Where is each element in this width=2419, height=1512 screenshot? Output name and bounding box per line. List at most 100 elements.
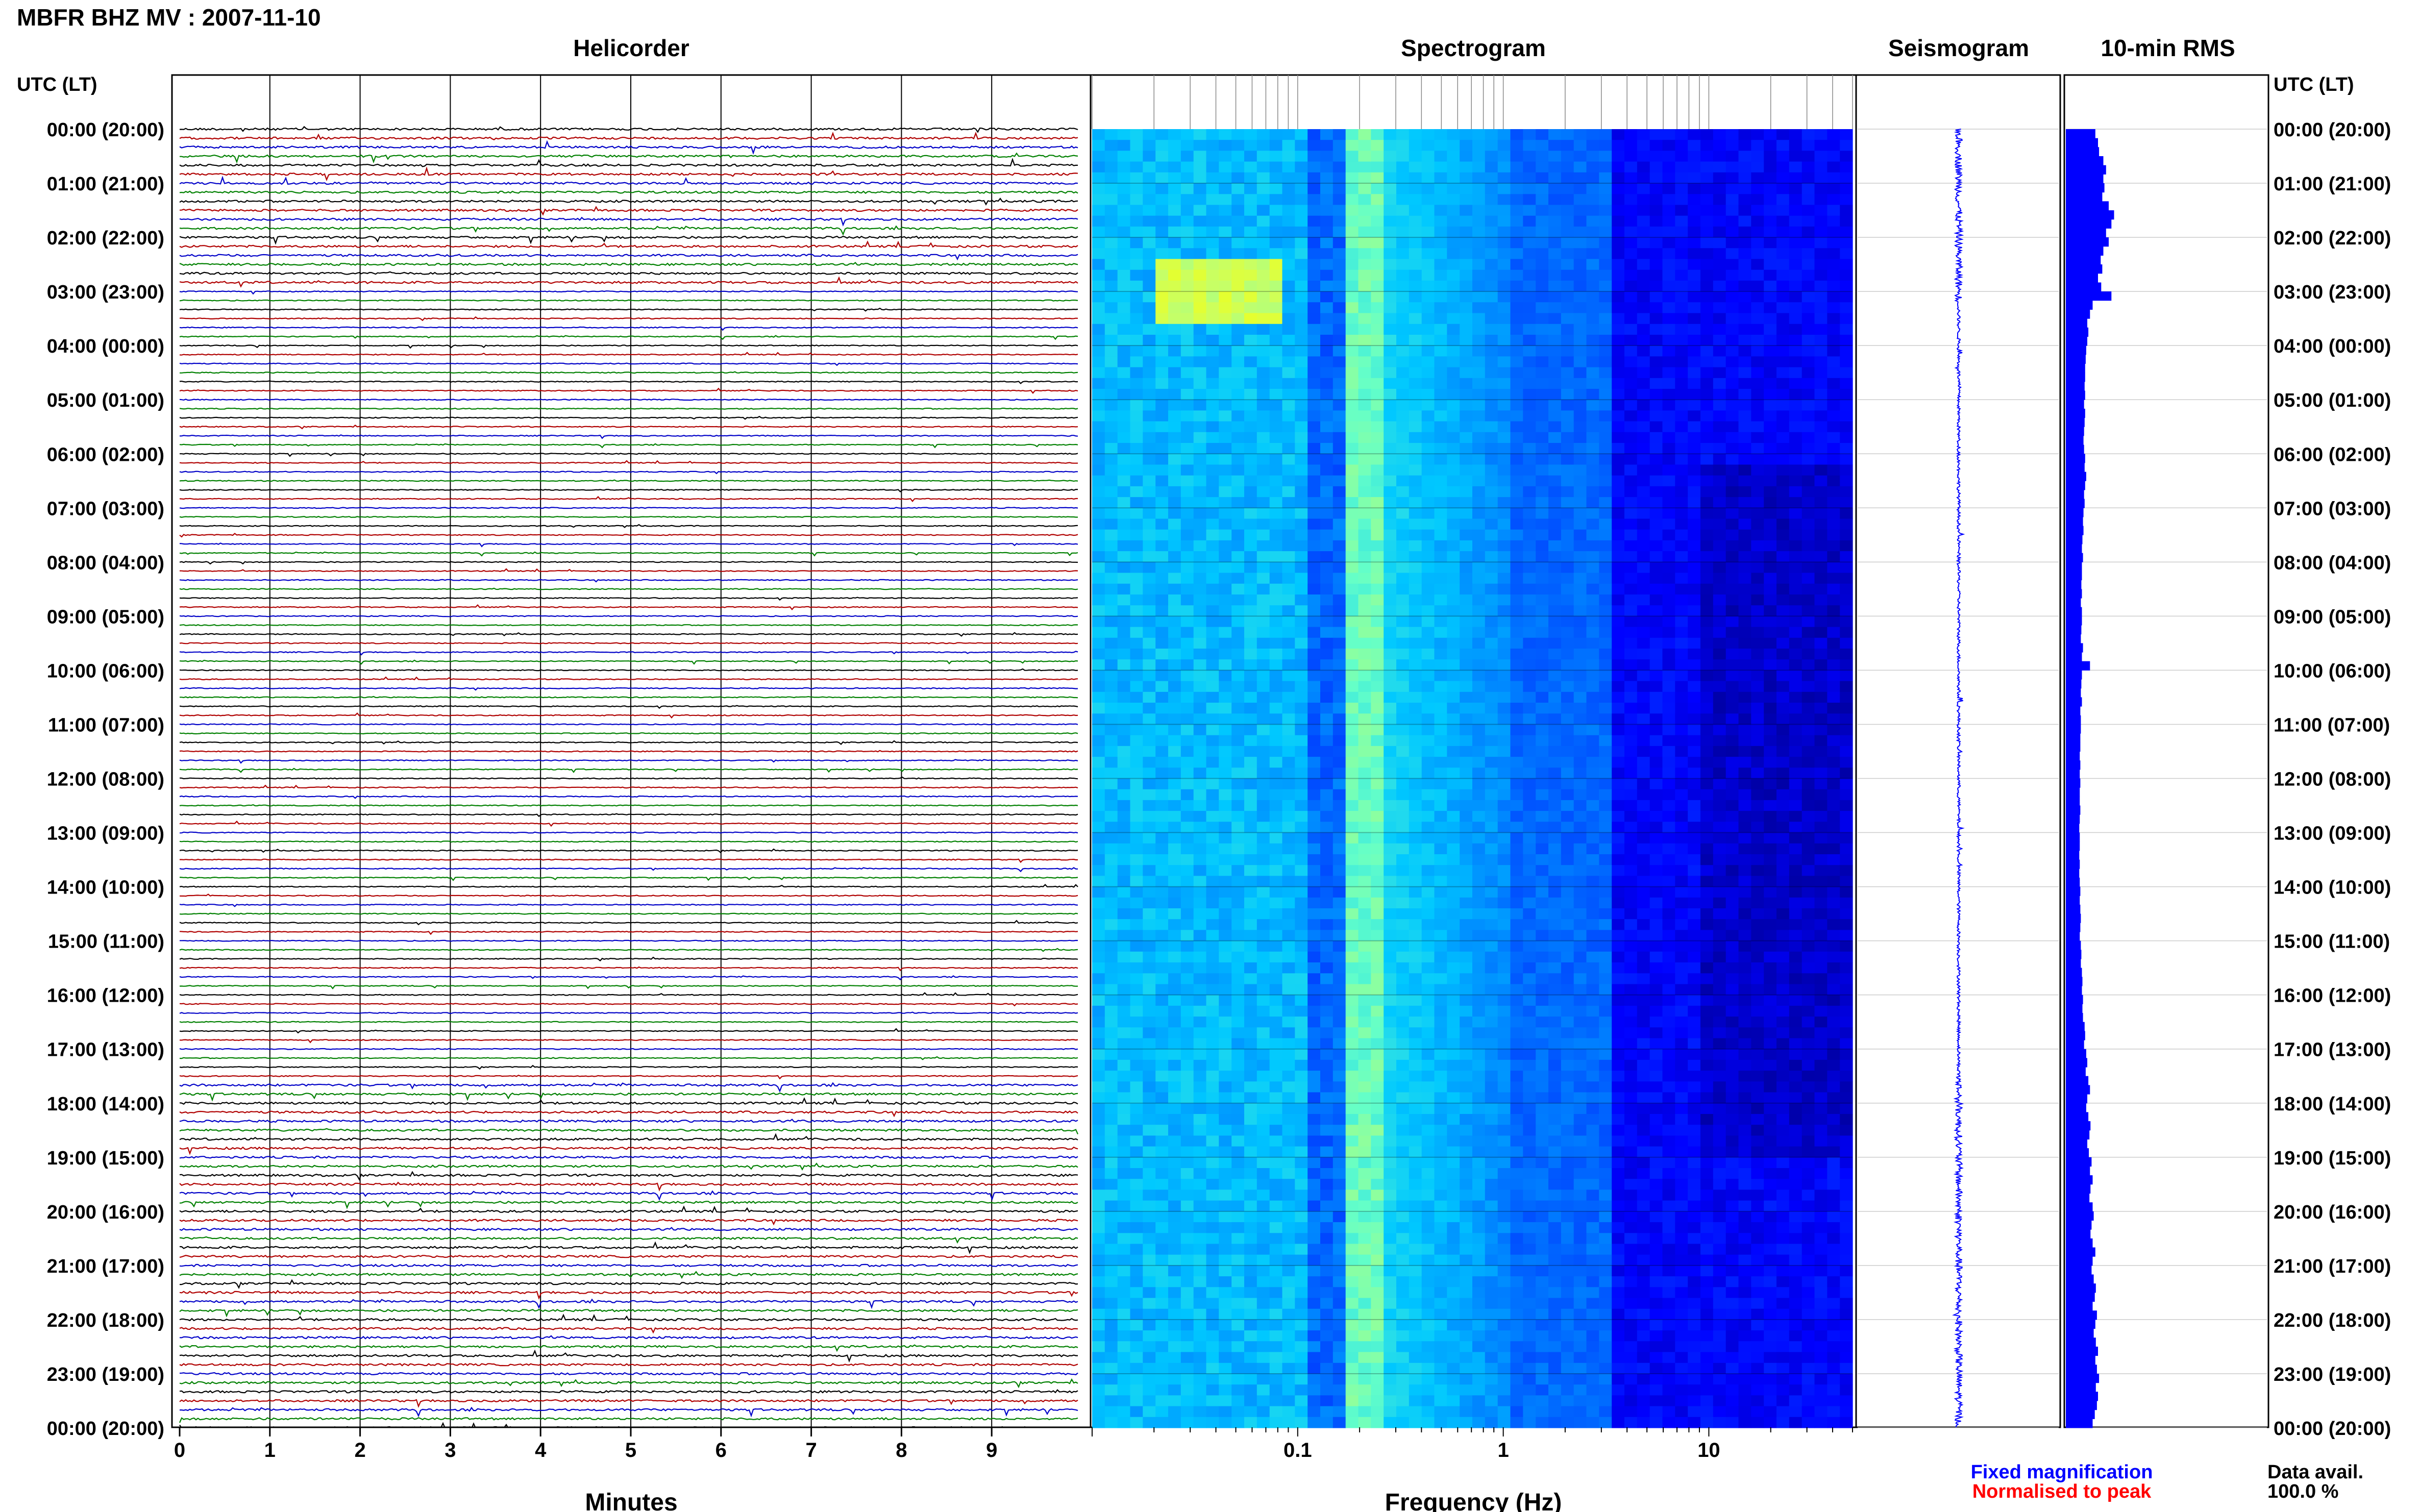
- spectrogram-cell: [1396, 378, 1410, 389]
- spectrogram-cell: [1320, 345, 1334, 357]
- spectrogram-cell: [1168, 951, 1181, 963]
- spectrogram-cell: [1700, 789, 1714, 801]
- spectrogram-cell: [1168, 800, 1181, 811]
- spectrogram-cell: [1814, 183, 1828, 194]
- spectrogram-cell: [1814, 735, 1828, 747]
- spectrogram-cell: [1548, 172, 1562, 184]
- spectrogram-cell: [1345, 226, 1359, 238]
- spectrogram-cell: [1561, 789, 1574, 801]
- spectrogram-cell: [1751, 302, 1764, 314]
- spectrogram-cell: [1764, 356, 1777, 368]
- helicorder-trace-line: [179, 1162, 1078, 1171]
- helicorder-trace-line: [179, 1372, 1078, 1376]
- spectrogram-cell: [1497, 951, 1511, 963]
- spectrogram-cell: [1675, 291, 1688, 303]
- spectrogram-cell: [1384, 551, 1397, 562]
- spectrogram-cell: [1751, 161, 1764, 173]
- spectrogram-cell: [1751, 713, 1764, 725]
- spectrogram-cell: [1536, 508, 1549, 519]
- spectrogram-cell: [1599, 540, 1612, 552]
- spectrogram-cell: [1307, 335, 1321, 346]
- spectrogram-cell: [1561, 940, 1574, 952]
- spectrogram-cell: [1662, 443, 1675, 454]
- spectrogram-cell: [1256, 594, 1270, 606]
- spectrogram-cell: [1345, 800, 1359, 811]
- spectrogram-cell: [1536, 713, 1549, 725]
- spectrogram-cell: [1840, 681, 1853, 692]
- spectrogram-cell: [1320, 605, 1334, 616]
- spectrogram-cell: [1586, 778, 1599, 790]
- spectrogram-cell: [1713, 681, 1726, 692]
- spectrogram-cell: [1180, 367, 1194, 379]
- spectrogram-cell: [1523, 789, 1536, 801]
- spectrogram-cell: [1725, 616, 1739, 628]
- spectrogram-cell: [1384, 691, 1397, 703]
- spectrogram-cell: [1206, 454, 1219, 465]
- spectrogram-cell: [1700, 345, 1714, 357]
- spectrogram-cell: [1345, 930, 1359, 941]
- spectrogram-cell: [1244, 659, 1257, 671]
- spectrogram-cell: [1738, 151, 1751, 162]
- spectrogram-cell: [1104, 432, 1118, 443]
- spectrogram-cell: [1307, 475, 1321, 487]
- spectrogram-cell: [1764, 843, 1777, 855]
- spectrogram-cell: [1282, 865, 1295, 876]
- spectrogram-cell: [1725, 681, 1739, 692]
- spectrogram-cell: [1624, 605, 1638, 616]
- spectrogram-cell: [1497, 389, 1511, 400]
- spectrogram-cell: [1612, 183, 1625, 194]
- spectrogram-cell: [1421, 703, 1435, 714]
- spectrogram-cell: [1586, 205, 1599, 216]
- spectrogram-cell: [1244, 691, 1257, 703]
- spectrogram-cell: [1624, 843, 1638, 855]
- spectrogram-cell: [1130, 367, 1143, 379]
- spectrogram-cell: [1384, 226, 1397, 238]
- spectrogram-cell: [1801, 529, 1815, 541]
- time-label-right: 09:00 (05:00): [2274, 606, 2391, 628]
- spectrogram-cell: [1827, 248, 1840, 260]
- spectrogram-cell: [1485, 919, 1498, 930]
- spectrogram-cell: [1244, 594, 1257, 606]
- spectrogram-cell: [1168, 681, 1181, 692]
- spectrogram-cell: [1649, 215, 1663, 227]
- spectrogram-cell: [1244, 627, 1257, 638]
- time-label-right: 00:00 (20:00): [2274, 1418, 2391, 1440]
- spectrogram-cell: [1814, 454, 1828, 465]
- spectrogram-cell: [1649, 605, 1663, 616]
- spectrogram-cell: [1536, 757, 1549, 768]
- spectrogram-cell: [1231, 876, 1245, 887]
- spectrogram-cell: [1332, 140, 1346, 151]
- spectrogram-cell: [1827, 735, 1840, 747]
- spectrogram-cell: [1523, 843, 1536, 855]
- spectrogram-cell: [1814, 757, 1828, 768]
- spectrogram-cell: [1332, 280, 1346, 292]
- spectrogram-cell: [1371, 876, 1384, 887]
- spectrogram-cell: [1130, 962, 1143, 974]
- spectrogram-cell: [1092, 832, 1105, 844]
- spectrogram-cell: [1206, 400, 1219, 411]
- spectrogram-cell: [1193, 940, 1207, 952]
- spectrogram-cell: [1738, 605, 1751, 616]
- spectrogram-cell: [1206, 140, 1219, 151]
- spectrogram-cell: [1827, 378, 1840, 389]
- spectrogram-cell: [1510, 313, 1523, 325]
- spectrogram-cell: [1840, 389, 1853, 400]
- spectrogram-cell: [1510, 627, 1523, 638]
- spectrogram-cell: [1143, 551, 1156, 562]
- spectrogram-cell: [1320, 215, 1334, 227]
- spectrogram-cell: [1130, 940, 1143, 952]
- spectrogram-cell: [1104, 151, 1118, 162]
- spectrogram-cell: [1700, 691, 1714, 703]
- spectrogram-cell: [1789, 410, 1803, 422]
- spectrogram-cell: [1244, 378, 1257, 389]
- spectrogram-cell: [1675, 854, 1688, 865]
- spectrogram-cell: [1637, 400, 1650, 411]
- spectrogram-cell: [1814, 703, 1828, 714]
- spectrogram-cell: [1688, 735, 1701, 747]
- spectrogram-cell: [1485, 832, 1498, 844]
- spectrogram-cell: [1675, 659, 1688, 671]
- spectrogram-cell: [1725, 454, 1739, 465]
- spectrogram-cell: [1282, 908, 1295, 920]
- spectrogram-cell: [1649, 854, 1663, 865]
- spectrogram-cell: [1396, 508, 1410, 519]
